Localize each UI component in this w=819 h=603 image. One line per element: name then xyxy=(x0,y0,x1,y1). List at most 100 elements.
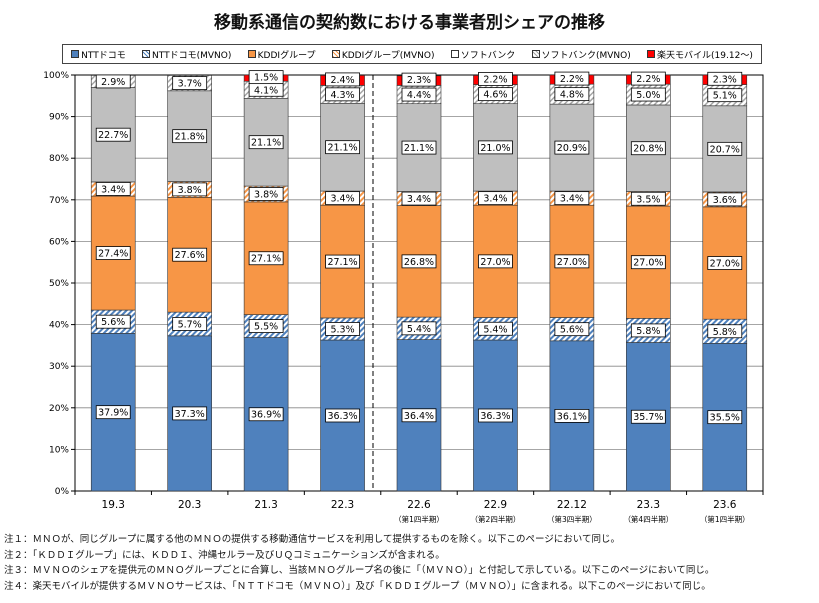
data-label-box xyxy=(554,71,590,86)
y-tick-label: 100% xyxy=(43,71,69,81)
data-label-box xyxy=(248,187,284,201)
data-label-box xyxy=(707,141,743,156)
legend-swatch xyxy=(71,50,80,58)
data-label: 21.1% xyxy=(404,143,434,154)
data-label: 3.4% xyxy=(483,194,507,205)
legend-swatch xyxy=(647,50,656,58)
data-label: 2.4% xyxy=(330,75,354,86)
data-label: 3.7% xyxy=(178,79,202,90)
data-label: 4.3% xyxy=(330,90,354,101)
data-label-box xyxy=(554,322,590,337)
data-label: 36.3% xyxy=(480,411,510,422)
y-tick-label: 10% xyxy=(49,445,69,455)
data-label: 27.0% xyxy=(710,259,740,270)
data-label: 5.3% xyxy=(330,324,354,335)
x-sublabel: （第4四半期） xyxy=(623,514,673,524)
data-label: 5.8% xyxy=(713,327,737,338)
data-label-box xyxy=(478,72,513,86)
data-label: 3.4% xyxy=(330,194,354,205)
data-label: 5.1% xyxy=(713,91,737,102)
x-tick-label: 22.9 xyxy=(484,499,507,511)
data-label-box xyxy=(707,71,743,86)
data-label: 3.8% xyxy=(178,185,202,196)
x-tick-label: 23.3 xyxy=(637,499,660,511)
data-label-box xyxy=(325,408,360,423)
data-label: 37.9% xyxy=(98,408,128,419)
data-label: 4.4% xyxy=(407,90,431,101)
data-label-box xyxy=(172,182,208,197)
y-tick-label: 80% xyxy=(49,154,69,164)
data-label: 36.4% xyxy=(404,411,434,422)
legend-item: KDDIグループ xyxy=(247,48,316,61)
data-label-box xyxy=(478,87,513,102)
legend-swatch xyxy=(247,50,256,58)
x-tick-label: 22.12 xyxy=(557,499,587,511)
data-label-box xyxy=(401,87,437,102)
data-label-box xyxy=(95,182,131,196)
data-label-box xyxy=(554,409,590,423)
data-label: 3.6% xyxy=(713,195,737,206)
data-label: 27.1% xyxy=(327,257,357,268)
data-label-box xyxy=(248,135,284,150)
y-tick-label: 50% xyxy=(49,279,69,289)
legend-label: ソフトバンク xyxy=(460,50,516,61)
data-label: 4.1% xyxy=(254,85,278,96)
data-label-box xyxy=(630,87,666,102)
data-label-box xyxy=(95,405,131,420)
data-label: 2.2% xyxy=(636,74,660,85)
legend-swatch xyxy=(531,50,540,58)
data-label: 5.7% xyxy=(178,319,202,330)
data-label-box xyxy=(401,254,437,269)
data-label-box xyxy=(95,314,131,329)
legend-item: KDDIグループ(MVNO) xyxy=(331,48,434,61)
y-tick-label: 40% xyxy=(49,321,69,331)
data-label: 21.8% xyxy=(175,132,205,143)
data-label: 5.8% xyxy=(636,326,660,337)
data-label-box xyxy=(478,140,513,155)
data-label-box xyxy=(172,317,208,331)
x-sublabel: （第2四半期） xyxy=(471,514,521,524)
data-label-box xyxy=(707,410,743,425)
data-label: 20.7% xyxy=(710,144,740,155)
data-label: 4.8% xyxy=(560,90,584,101)
data-label: 2.3% xyxy=(407,75,431,86)
data-label-box xyxy=(554,191,590,206)
data-label: 3.4% xyxy=(407,194,431,205)
data-label-box xyxy=(554,87,590,102)
data-label: 27.0% xyxy=(557,257,587,268)
data-label-box xyxy=(401,408,437,423)
data-label: 4.6% xyxy=(483,90,507,101)
legend-item: NTTドコモ xyxy=(71,48,126,61)
legend-item: 楽天モバイル(19.12～) xyxy=(647,48,753,61)
data-label-box xyxy=(707,256,743,270)
legend-label: ソフトバンク(MVNO) xyxy=(541,50,631,61)
data-label: 22.7% xyxy=(98,130,128,141)
legend: NTTドコモ NTTドコモ(MVNO) KDDIグループ KDDIグループ(MVNO)… xyxy=(62,44,762,64)
legend-item: NTTドコモ(MVNO) xyxy=(142,48,231,61)
data-label: 20.8% xyxy=(633,144,663,155)
data-label-box xyxy=(172,247,208,262)
data-label-box xyxy=(554,254,590,269)
data-label: 35.7% xyxy=(633,412,663,423)
data-label: 27.0% xyxy=(633,258,663,269)
x-sublabel: （第1四半期） xyxy=(700,514,750,524)
data-label-box xyxy=(554,140,590,155)
data-label-box xyxy=(248,251,284,266)
stacked-bar-chart: 0% 10% 20% 30% 40% 50% 60% 70% 80% 90% 100% 37.9% 5.… xyxy=(43,70,764,524)
data-label-box xyxy=(325,322,360,336)
data-label: 5.5% xyxy=(254,322,278,333)
data-label: 27.6% xyxy=(175,250,205,261)
legend-label: KDDIグループ xyxy=(257,50,316,61)
data-label-box xyxy=(95,127,131,142)
footnote: 注３：ＭＶＮＯのシェアを提供元のＭＮＯグループごとに合算し、当該ＭＮＯグループ名… xyxy=(4,565,715,576)
chart-title: 移動系通信の契約数における事業者別シェアの推移 xyxy=(214,13,605,33)
footnote: 注２：「ＫＤＤＩグループ」には、ＫＤＤＩ、沖縄セルラー及びＵＱコミュニケーション… xyxy=(4,549,445,561)
data-label-box xyxy=(478,191,513,206)
x-tick-label: 19.3 xyxy=(102,499,125,511)
data-label-box xyxy=(707,324,743,339)
data-label: 2.2% xyxy=(560,74,584,85)
legend-label: 楽天モバイル(19.12～) xyxy=(657,50,753,61)
data-label: 26.8% xyxy=(404,257,434,268)
data-label: 5.4% xyxy=(483,324,507,335)
x-sublabel: （第3四半期） xyxy=(547,514,597,524)
